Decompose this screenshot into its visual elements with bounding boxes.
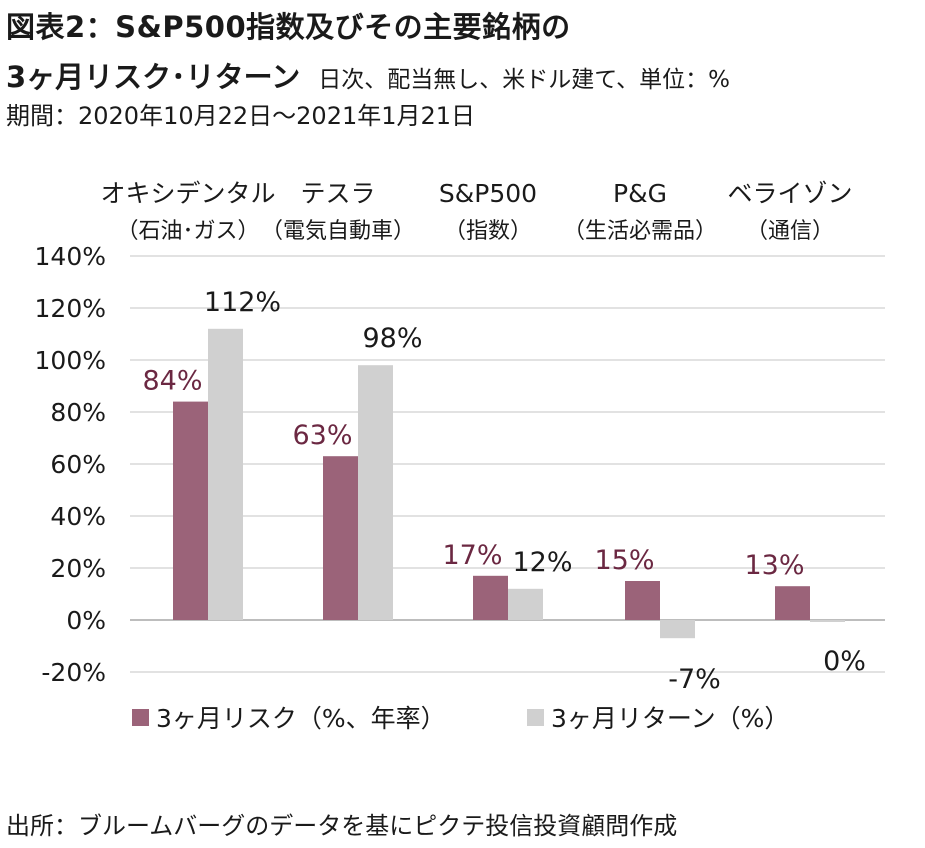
risk-bar xyxy=(323,456,358,620)
y-tick-label: 100% xyxy=(35,346,106,375)
category-sublabel: （石油･ガス） xyxy=(116,219,259,244)
legend-swatch-return xyxy=(527,709,544,726)
return-bar xyxy=(358,365,393,620)
risk-data-label: 63% xyxy=(292,420,352,451)
chart-title-line2: 3ヶ月リスク･リターン 日次、配当無し、米ドル建て、単位：% xyxy=(6,54,730,96)
category-sublabel: （指数） xyxy=(444,219,532,244)
return-bar xyxy=(508,588,543,620)
return-data-label: 112% xyxy=(204,287,281,318)
category-label: テスラ xyxy=(300,179,375,208)
legend: 3ヶ月リスク（%、年率） 3ヶ月リターン（%） xyxy=(132,704,789,733)
category-label: P&G xyxy=(613,179,667,208)
y-tick-label: 140% xyxy=(35,242,106,271)
chart-unit-note: 日次、配当無し、米ドル建て、単位：% xyxy=(318,67,730,93)
return-data-label: 98% xyxy=(362,323,422,354)
chart-title-main: 3ヶ月リスク･リターン xyxy=(6,60,301,94)
category-sublabel: （電気自動車） xyxy=(261,219,415,244)
chart-period: 期間：2020年10月22日～2021年1月21日 xyxy=(6,102,476,130)
category-label: オキシデンタル xyxy=(100,179,275,208)
chart-title-line1: 図表2：S&P500指数及びその主要銘柄の xyxy=(6,10,571,44)
y-tick-label: 20% xyxy=(50,554,106,583)
y-tick-label: 120% xyxy=(35,294,106,323)
return-bar xyxy=(660,620,695,639)
return-bar xyxy=(810,620,845,622)
y-tick-label: 80% xyxy=(50,398,106,427)
bars xyxy=(173,328,845,639)
category-sublabel: （生活必需品） xyxy=(563,219,717,244)
y-tick-label: 40% xyxy=(50,502,106,531)
risk-data-label: 13% xyxy=(744,550,804,581)
y-tick-label: -20% xyxy=(41,658,106,687)
y-tick-label: 0% xyxy=(66,606,106,635)
source-note: 出所：ブルームバーグのデータを基にピクテ投信投資顧問作成 xyxy=(6,812,678,840)
return-data-label: 12% xyxy=(512,547,572,578)
risk-bar xyxy=(625,581,660,620)
return-data-label: 0% xyxy=(823,646,866,677)
grid-lines xyxy=(130,255,885,673)
risk-bar xyxy=(775,586,810,620)
return-data-label: -7% xyxy=(668,664,721,695)
category-labels: オキシデンタル （石油･ガス） テスラ （電気自動車） S&P500 （指数） P&G （生活… xyxy=(100,179,852,244)
category-label: ベライゾン xyxy=(727,179,852,208)
legend-label-return: 3ヶ月リターン（%） xyxy=(551,704,789,733)
y-tick-label: 60% xyxy=(50,450,106,479)
legend-label-risk: 3ヶ月リスク（%、年率） xyxy=(156,704,446,733)
category-label: S&P500 xyxy=(439,179,537,208)
risk-data-label: 15% xyxy=(594,545,654,576)
data-labels: 84% 63% 17% 15% 13% 112% 98% 12% -7% 0% xyxy=(142,287,865,695)
y-axis-ticks: 140% 120% 100% 80% 60% 40% 20% 0% -20% xyxy=(35,242,106,687)
risk-bar xyxy=(173,401,208,620)
risk-data-label: 84% xyxy=(142,366,202,397)
risk-bar xyxy=(473,575,508,620)
legend-swatch-risk xyxy=(132,709,149,726)
bar-chart: 140% 120% 100% 80% 60% 40% 20% 0% -20% オキシデンタル （石… xyxy=(35,179,885,733)
risk-data-label: 17% xyxy=(442,540,502,571)
category-sublabel: （通信） xyxy=(746,219,834,244)
return-bar xyxy=(208,328,243,620)
